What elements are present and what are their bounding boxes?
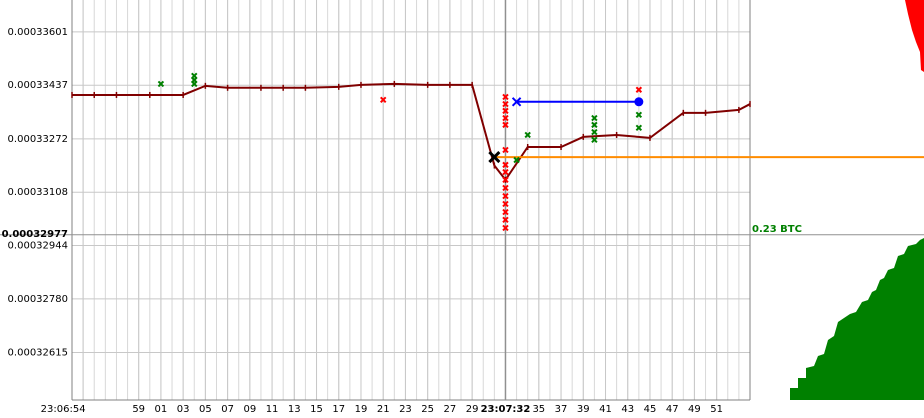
trade-marker [591,136,598,144]
trade-marker [591,128,598,136]
x-tick-label: 45 [644,404,657,415]
y-tick-label: 0.00032615 [8,348,68,359]
x-tick-label: 49 [688,404,701,415]
depth-panel [790,0,924,400]
trade-marker [502,100,509,108]
x-tick-label: 09 [243,404,256,415]
trade-marker [502,208,509,216]
y-tick-label: 0.00032780 [8,294,68,305]
x-tick-label: 01 [155,404,168,415]
x-tick-label: 51 [710,404,723,415]
trade-marker [635,86,643,93]
trade-marker [502,224,509,232]
x-tick-label: 05 [199,404,212,415]
order-end [634,97,644,107]
trade-marker [591,114,598,122]
trade-marker [591,121,598,129]
x-tick-label: 47 [666,404,679,415]
trade-marker [513,156,520,164]
x-tick-label: 37 [555,404,568,415]
x-tick-label: 25 [421,404,434,415]
x-tick-label: 11 [266,404,279,415]
order-start [511,97,522,107]
trade-marker [502,216,509,224]
x-tick-label: 23 [399,404,412,415]
x-tick-label: 23:06:54 [41,404,86,415]
trade-marker [191,80,198,88]
trade-marker [502,121,509,129]
y-tick-label: 0.00032944 [8,241,68,252]
y-tick-label: 0.00033601 [8,27,68,38]
y-tick-label: 0.00033272 [8,134,68,145]
trade-marker [502,114,509,122]
bid-depth [790,238,924,400]
x-tick-label: 59 [132,404,145,415]
y-tick-label: 0.00033437 [8,80,68,91]
ask-depth [905,0,924,72]
trade-marker [635,124,643,132]
depth-label: 0.23 BTC [752,224,802,235]
x-tick-label: 39 [577,404,590,415]
current-price-label: 0.00032977 [2,229,68,240]
y-tick-label: 0.00033108 [8,187,68,198]
trade-marker [380,96,387,104]
x-tick-label: 23:07:32 [481,404,531,415]
trade-marker [502,146,509,154]
trade-marker [502,192,509,200]
x-tick-label: 17 [332,404,345,415]
trade-marker [502,200,509,208]
x-tick-label: 21 [377,404,390,415]
x-tick-label: 13 [288,404,301,415]
x-tick-label: 15 [310,404,323,415]
x-tick-label: 03 [177,404,190,415]
trade-marker [502,107,509,115]
trade-marker [502,161,509,169]
x-tick-label: 29 [466,404,479,415]
trade-marker [502,168,509,176]
trade-marker [502,93,509,101]
entry-marker [488,151,501,164]
x-tick-label: 35 [532,404,545,415]
trade-marker [635,111,643,119]
trade-marker [502,184,509,192]
trade-marker [157,80,165,88]
x-tick-label: 43 [621,404,634,415]
x-tick-label: 19 [355,404,368,415]
trade-marker [502,176,509,184]
trade-marker [524,131,531,139]
x-tick-label: 07 [221,404,234,415]
x-tick-label: 27 [444,404,457,415]
x-tick-label: 41 [599,404,612,415]
